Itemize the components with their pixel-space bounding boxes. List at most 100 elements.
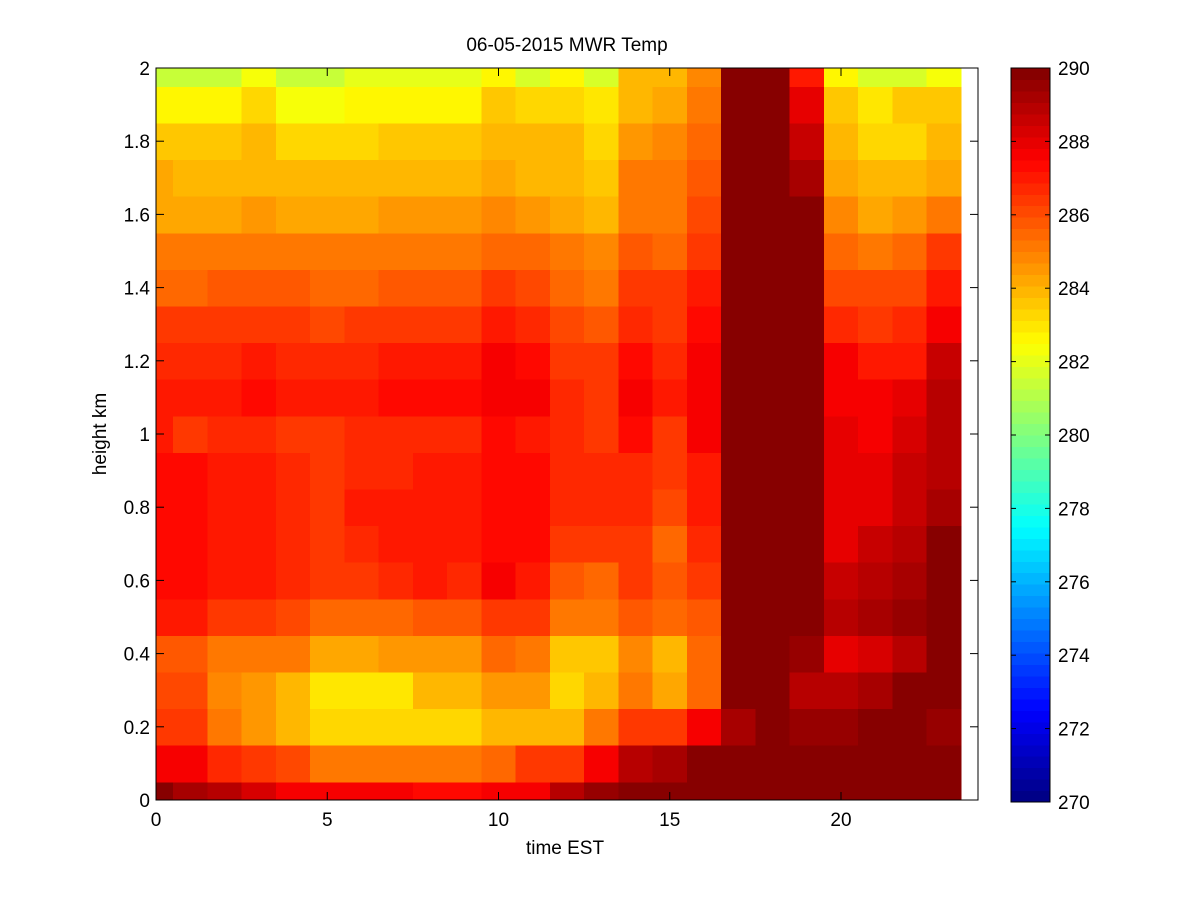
heatmap-cell [789,562,825,600]
heatmap-cell [755,452,791,490]
heatmap-cell [412,159,448,197]
heatmap-cell [823,525,859,563]
heatmap-cell [892,452,928,490]
heatmap-cell [789,598,825,636]
heatmap-cell [207,379,243,417]
heatmap-cell [447,745,482,783]
heatmap-cell [481,635,517,673]
heatmap-cell [584,269,619,307]
heatmap-cell [173,635,208,673]
heatmap-cell [618,269,654,307]
heatmap-cell [789,488,825,527]
heatmap-cell [549,525,585,563]
heatmap-cell [789,68,825,87]
heatmap-cell [378,562,414,600]
heatmap-cell [721,488,756,527]
heatmap-cell [310,159,345,197]
heatmap-cell [755,488,791,527]
heatmap-cell [926,525,962,563]
heatmap-cell [481,122,517,161]
heatmap-cell [549,159,585,197]
heatmap-cell [207,745,243,783]
heatmap-cell [447,415,482,453]
colorbar-tick-label: 290 [1058,59,1090,80]
heatmap-cell [584,379,619,417]
heatmap-cell [618,68,654,87]
heatmap-cell [549,415,585,453]
heatmap-cell [156,122,174,161]
heatmap-cell [173,452,208,490]
heatmap-cell [686,122,722,161]
heatmap-cell [310,452,345,490]
colorbar-swatch [1011,561,1050,574]
heatmap-cell [275,68,311,87]
heatmap-cell [721,525,756,563]
heatmap-cell [275,745,311,783]
heatmap-cell [926,232,962,270]
heatmap-cell [823,122,859,161]
heatmap-cell [412,562,448,600]
heatmap-cell [755,671,791,710]
heatmap-cell [447,708,482,746]
colorbar-swatch [1011,125,1050,138]
heatmap-cell [652,86,688,124]
colorbar-swatch [1011,503,1050,516]
heatmap-cell [156,781,174,801]
heatmap-cell [892,86,928,124]
heatmap-cell [447,232,482,270]
heatmap-cell [549,452,585,490]
heatmap-cell [652,122,688,161]
heatmap-cell [173,379,208,417]
y-tick-label: 0.8 [124,498,150,519]
heatmap-cell [755,232,791,270]
heatmap-cell [789,635,825,673]
colorbar-swatch [1011,343,1050,356]
heatmap-cell [515,269,551,307]
heatmap-cell [686,452,722,490]
heatmap-cell [275,452,311,490]
heatmap-cell [447,781,482,801]
heatmap-cell [584,196,619,234]
colorbar-swatch [1011,171,1050,184]
heatmap-cell [515,379,551,417]
heatmap-cell [858,488,893,527]
heatmap-cell [378,525,414,563]
heatmap-cell [789,269,825,307]
heatmap-cell [310,745,345,783]
heatmap-cell [207,342,243,380]
heatmap-cell [310,196,345,234]
heatmap-cell [378,452,414,490]
heatmap-cell [275,708,311,746]
heatmap-cell [310,232,345,270]
heatmap-cell [652,379,688,417]
heatmap-cell [173,562,208,600]
heatmap-cell [344,159,380,197]
heatmap-cell [721,562,756,600]
heatmap-cell [515,342,551,380]
heatmap-cell [207,635,243,673]
heatmap-cell [549,598,585,636]
heatmap-cell [721,269,756,307]
colorbar-tick-label: 286 [1058,206,1090,227]
heatmap-cell [481,86,517,124]
heatmap-cell [789,159,825,197]
heatmap-cell [549,781,585,801]
heatmap-cell [686,379,722,417]
heatmap-cell [310,708,345,746]
heatmap-cell [310,635,345,673]
heatmap-cell [721,415,756,453]
heatmap-cell [789,415,825,453]
y-tick-label: 0 [139,791,150,812]
heatmap-cell [275,562,311,600]
x-axis: 0 5 10 15 20 [151,68,852,831]
heatmap-cell [310,415,345,453]
heatmap-cell [207,452,243,490]
heatmap-cell [378,305,414,344]
heatmap-cell [241,671,277,710]
heatmap-cell [755,342,791,380]
heatmap-cell [549,269,585,307]
heatmap-cell [618,745,654,783]
heatmap-cell [515,635,551,673]
heatmap-cell [481,232,517,270]
heatmap-cell [481,488,517,527]
